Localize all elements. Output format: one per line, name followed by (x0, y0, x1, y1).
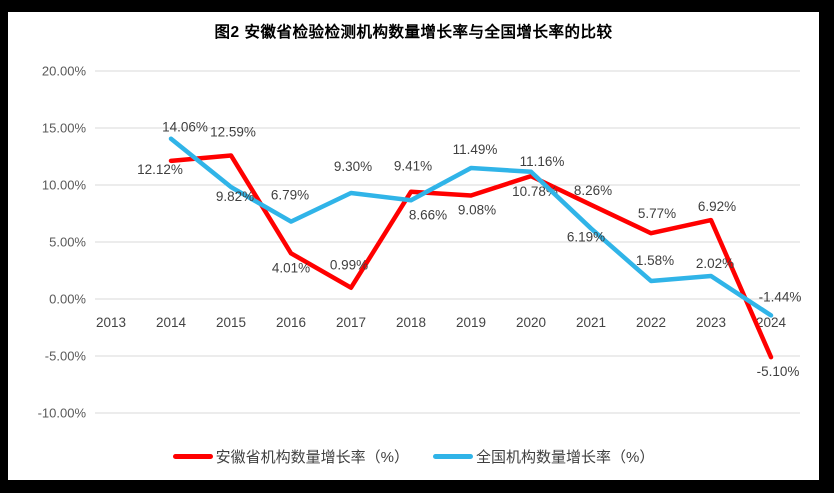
x-tick-label: 2022 (636, 315, 666, 330)
data-label: -1.44% (759, 289, 802, 304)
data-label: 14.06% (162, 120, 208, 135)
data-label: 9.82% (216, 189, 254, 204)
legend-label-anhui: 安徽省机构数量增长率（%） (215, 449, 409, 466)
y-tick-label: -5.00% (45, 349, 87, 364)
data-label: 9.08% (458, 202, 496, 217)
x-tick-label: 2021 (576, 315, 606, 330)
x-axis-labels: 2013 2014 2015 2016 2017 2018 2019 2020 2021 2022… (96, 315, 787, 330)
y-axis-tick-labels: 20.00% 15.00% 10.00% 5.00% 0.00% -5.00% -10.00… (38, 64, 87, 421)
legend-item-anhui: 安徽省机构数量增长率（%） (172, 446, 409, 467)
x-tick-label: 2016 (276, 315, 306, 330)
x-tick-label: 2024 (756, 315, 787, 330)
y-tick-label: 15.00% (42, 121, 87, 136)
x-tick-label: 2020 (516, 315, 546, 330)
data-label: 8.26% (574, 183, 612, 198)
series-line-1 (168, 136, 774, 318)
series-line-0 (168, 153, 774, 360)
x-tick-label: 2014 (156, 315, 187, 330)
blue-line-sample-icon (433, 454, 473, 459)
x-tick-label: 2017 (336, 315, 366, 330)
red-line-sample-icon (172, 454, 213, 459)
x-tick-label: 2013 (96, 315, 126, 330)
chart-title: 图2 安徽省检验检测机构数量增长率与全国增长率的比较 (214, 24, 613, 41)
y-tick-label: -10.00% (38, 406, 87, 421)
y-tick-label: 5.00% (49, 235, 86, 250)
y-tick-label: 10.00% (42, 178, 87, 193)
chart-legend: 安徽省机构数量增长率（%） 全国机构数量增长率（%） (8, 446, 819, 467)
x-tick-label: 2023 (696, 315, 726, 330)
gridlines (95, 70, 800, 414)
data-label: 1.58% (636, 253, 674, 268)
data-label: 0.99% (330, 258, 368, 273)
x-tick-label: 2018 (396, 315, 426, 330)
data-label: 5.77% (638, 206, 676, 221)
data-label: 9.41% (394, 159, 432, 174)
x-tick-label: 2015 (216, 315, 246, 330)
legend-label-national: 全国机构数量增长率（%） (476, 449, 655, 466)
data-label: 6.92% (698, 199, 736, 214)
data-label: 6.79% (271, 188, 309, 203)
data-label: 9.30% (334, 159, 372, 174)
data-label: 8.66% (409, 207, 447, 222)
data-label: 11.16% (520, 154, 565, 169)
data-label: 4.01% (272, 260, 310, 275)
legend-item-national: 全国机构数量增长率（%） (433, 446, 654, 467)
data-label: 12.59% (210, 124, 256, 139)
x-tick-label: 2019 (456, 315, 486, 330)
data-label: -5.10% (757, 364, 800, 379)
data-label: 2.02% (696, 256, 734, 271)
y-tick-label: 20.00% (42, 64, 87, 79)
data-label: 6.19% (567, 229, 605, 244)
line-chart: 20.00% 15.00% 10.00% 5.00% 0.00% -5.00% -10.00… (38, 64, 802, 421)
chart-canvas: 图2 安徽省检验检测机构数量增长率与全国增长率的比较 20.00% 15.00% 1… (8, 12, 819, 480)
data-label: 11.49% (453, 142, 498, 157)
data-labels-1: 14.06% 9.82% 6.79% 9.30% 8.66% 11.49% 11.16% 6.… (162, 120, 801, 305)
data-labels-0: 12.12%12.59%4.01% 0.99%9.41%9.08%10.78% 8.… (137, 124, 799, 379)
data-label: 12.12% (137, 162, 183, 177)
y-tick-label: 0.00% (49, 292, 86, 307)
